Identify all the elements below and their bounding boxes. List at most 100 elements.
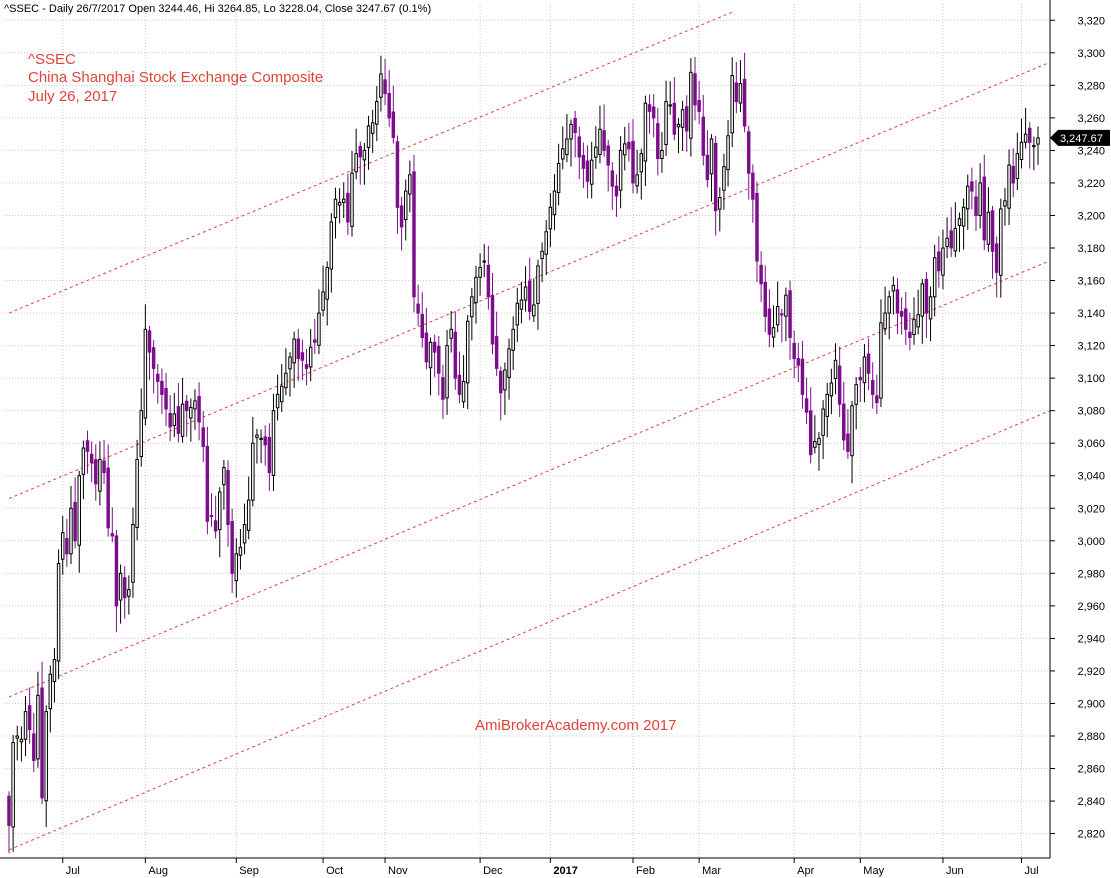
candle-body [7, 795, 11, 826]
candle-body [118, 572, 123, 601]
candle-body [403, 190, 408, 221]
candle-body [618, 149, 623, 191]
candle-body [1007, 164, 1011, 209]
candle-body [602, 130, 606, 151]
candle-body [1011, 166, 1015, 184]
candle-body [523, 286, 528, 301]
candle-body [908, 331, 912, 338]
candle-body [916, 314, 920, 328]
candle-body [788, 290, 792, 338]
candle-body [490, 294, 495, 345]
candle-body [263, 436, 267, 446]
candle-body [420, 314, 424, 338]
candle-body [482, 260, 486, 263]
candle-body [408, 174, 412, 195]
candle-body [333, 198, 338, 219]
y-tick-label: 3,320 [1077, 15, 1105, 27]
candle-body [197, 396, 201, 423]
candle-body [561, 148, 565, 160]
candle-body [449, 328, 453, 339]
candle-body [825, 393, 829, 417]
candle-body [354, 153, 358, 173]
candle-body [122, 577, 127, 599]
candle-body [507, 348, 511, 378]
candle-body [718, 197, 722, 210]
candle-body [904, 308, 908, 330]
candle-body [656, 123, 660, 160]
candle-body [953, 227, 958, 252]
candle-body [391, 111, 396, 138]
candle-body [577, 136, 582, 158]
y-tick-label: 2,960 [1077, 601, 1105, 613]
candle-body [932, 257, 937, 298]
candle-body [77, 475, 81, 546]
candle-body [594, 146, 598, 158]
candle-body [515, 302, 520, 326]
candle-body [821, 408, 825, 436]
watermark: AmiBrokerAcademy.com 2017 [475, 717, 676, 734]
candle-body [800, 358, 805, 395]
chart-title-date: July 26, 2017 [28, 88, 117, 105]
candle-body [746, 131, 751, 174]
x-tick-label: Mar [702, 865, 721, 877]
x-tick-label: Apr [797, 865, 814, 877]
candle-body [102, 460, 106, 473]
candle-body [833, 359, 838, 380]
candle-body [850, 405, 854, 457]
candle-body [383, 79, 387, 94]
candle-body [139, 410, 143, 458]
candle-body [69, 507, 73, 555]
candle-body [713, 142, 718, 212]
candle-body [672, 102, 677, 135]
candle-body [180, 403, 185, 437]
candle-body [156, 373, 160, 382]
candle-body [317, 312, 321, 346]
candle-body [242, 524, 247, 544]
candle-body [647, 104, 652, 112]
candle-body [399, 205, 404, 228]
candle-body [527, 280, 532, 312]
candle-body [664, 101, 668, 146]
candle-body [751, 172, 755, 200]
candle-body [337, 201, 342, 206]
candle-body [176, 406, 181, 434]
candle-body [837, 365, 842, 405]
candle-body [804, 398, 809, 413]
candle-body [780, 313, 784, 316]
candle-body [222, 467, 226, 486]
candle-body [796, 358, 801, 366]
y-tick-label: 3,280 [1077, 80, 1105, 92]
candle-body [738, 83, 743, 104]
candle-body [73, 501, 77, 542]
candle-body [110, 533, 115, 537]
candle-body [89, 453, 94, 464]
candle-body [771, 327, 776, 338]
y-tick-label: 3,040 [1077, 471, 1105, 483]
candle-body [358, 145, 363, 158]
candle-body [941, 247, 945, 276]
candle-body [300, 352, 305, 361]
candle-body [453, 331, 458, 379]
candle-body [470, 296, 474, 318]
candle-body [961, 206, 966, 227]
candle-body [164, 388, 168, 410]
candle-body [346, 192, 350, 223]
candle-body [478, 267, 482, 278]
candle-body [85, 440, 90, 452]
candle-body [829, 382, 834, 397]
candle-body [48, 673, 53, 710]
candle-body [160, 380, 164, 395]
candle-body [589, 159, 594, 185]
trend-line [8, 410, 1050, 851]
candle-body [127, 589, 131, 597]
y-tick-label: 3,260 [1077, 113, 1105, 125]
candle-body [98, 458, 102, 492]
candle-body [184, 400, 189, 412]
candle-body [726, 135, 730, 171]
candle-body [27, 705, 32, 730]
y-tick-label: 2,940 [1077, 633, 1105, 645]
candle-body [937, 251, 941, 272]
candle-body [44, 711, 48, 802]
